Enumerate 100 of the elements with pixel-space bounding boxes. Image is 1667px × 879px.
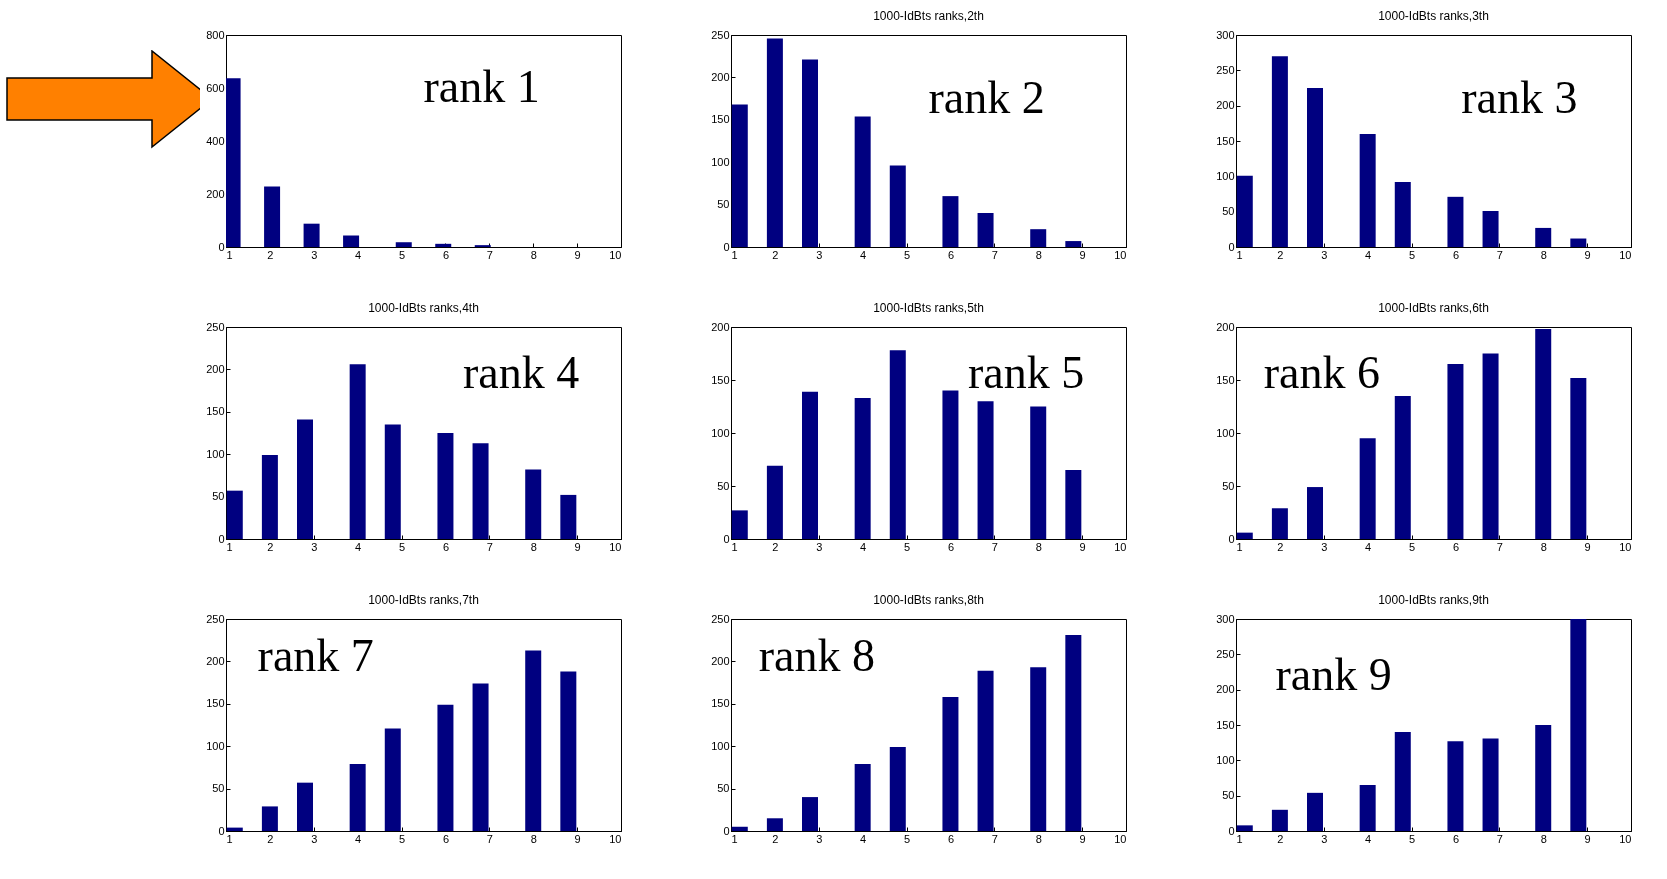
y-tick-label: 200 [206,654,225,667]
annotation: rank 7 [257,630,374,682]
x-tick-label: 3 [816,540,823,553]
y-tick-label: 250 [1216,647,1235,660]
y-tick-label: 0 [1228,824,1235,837]
x-tick-label: 3 [311,248,318,261]
y-tick-label: 200 [206,187,225,200]
bar [437,433,454,539]
bar [1307,792,1323,831]
bar [349,764,366,831]
bar [1482,738,1499,831]
y-tick-label: 50 [1222,205,1235,218]
x-tick-label: 8 [1540,832,1547,845]
bar [1394,181,1411,247]
bar [303,223,320,247]
x-tick-label: 4 [1365,248,1372,261]
bar [854,116,871,247]
bar [1394,732,1411,831]
x-tick-label: 7 [486,540,493,553]
x-tick-label: 5 [1408,540,1416,553]
y-tick-label: 100 [1216,426,1235,439]
bar [1065,470,1082,539]
annotation: rank 4 [463,346,580,398]
x-tick-label: 8 [530,832,537,845]
bar [1030,667,1047,831]
x-tick-label: 1 [226,832,233,845]
y-tick-label: 250 [711,612,730,625]
bar [1570,238,1587,247]
x-tick-label: 2 [267,248,274,261]
chart-title: 1000-IdBts ranks,6th [1378,301,1489,315]
y-tick-label: 0 [218,240,225,253]
bar [261,806,278,831]
bar [766,818,783,831]
bar [1359,785,1376,831]
x-tick-label: 10 [609,832,622,845]
x-tick-label: 9 [1584,540,1591,553]
x-tick-label: 10 [609,248,622,261]
bar [395,242,412,247]
x-tick-label: 5 [1408,832,1416,845]
y-tick-label: 0 [1228,240,1235,253]
x-tick-label: 10 [1619,248,1632,261]
bar [977,670,994,831]
x-tick-label: 10 [1619,832,1632,845]
x-tick-label: 4 [860,540,867,553]
x-tick-label: 5 [398,540,406,553]
y-tick-label: 50 [212,490,225,503]
x-tick-label: 6 [947,540,955,553]
x-tick-label: 4 [355,540,362,553]
y-tick-label: 200 [1216,683,1235,696]
y-tick-label: 400 [206,134,225,147]
x-tick-label: 2 [267,832,274,845]
bar [1065,241,1082,247]
annotation: rank 8 [758,630,875,682]
bar [472,683,489,831]
y-tick-label: 50 [1222,789,1235,802]
bar [1271,809,1288,831]
y-tick-label: 250 [206,320,225,333]
x-tick-label: 1 [731,832,738,845]
x-tick-label: 5 [398,832,406,845]
y-tick-label: 600 [206,81,225,94]
bar [1030,229,1047,247]
x-tick-label: 10 [1114,540,1127,553]
x-tick-label: 9 [574,832,581,845]
x-tick-label: 9 [1079,248,1086,261]
x-tick-label: 3 [1321,540,1328,553]
y-tick-label: 0 [218,532,225,545]
x-tick-label: 10 [1114,832,1127,845]
bar [731,826,748,831]
x-tick-label: 4 [355,248,362,261]
bar [889,165,906,247]
y-tick-label: 100 [711,739,730,752]
annotation: rank 6 [1263,346,1380,398]
x-tick-label: 5 [1408,248,1416,261]
y-tick-label: 0 [723,240,730,253]
bar [977,401,994,539]
bar [889,350,906,539]
y-tick-label: 800 [206,28,225,41]
x-tick-label: 7 [1496,540,1503,553]
bar [1271,508,1288,539]
bar [1236,532,1253,539]
y-tick-label: 150 [711,373,730,386]
x-tick-label: 2 [267,540,274,553]
bar [1236,825,1253,831]
bar [264,186,281,247]
bar [384,728,401,831]
x-tick-label: 1 [1236,248,1243,261]
x-tick-label: 4 [860,248,867,261]
y-tick-label: 0 [218,824,225,837]
y-tick-label: 200 [1216,320,1235,333]
x-tick-label: 1 [731,248,738,261]
bar [297,419,313,539]
x-tick-label: 8 [1035,832,1042,845]
bar [1065,635,1082,831]
x-tick-label: 7 [486,248,493,261]
x-tick-label: 4 [1365,832,1372,845]
y-tick-label: 200 [1216,99,1235,112]
x-tick-label: 10 [1114,248,1127,261]
x-tick-label: 7 [991,832,998,845]
y-tick-label: 100 [206,447,225,460]
bar [1271,56,1288,247]
